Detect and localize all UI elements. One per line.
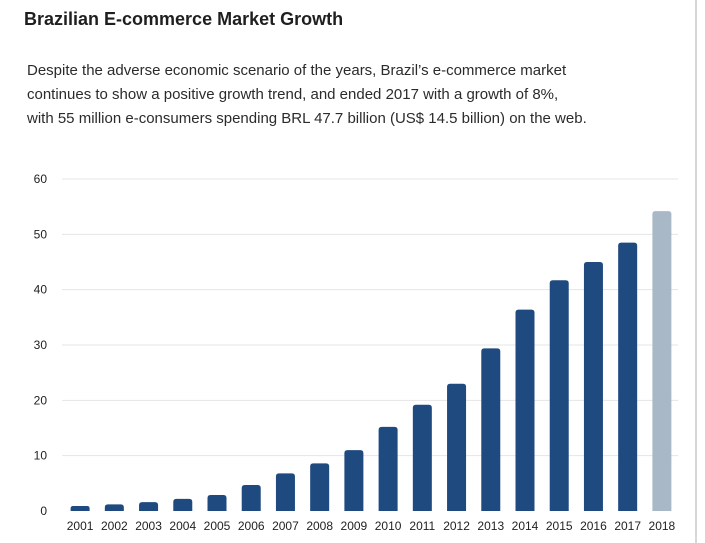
x-tick-label: 2005	[204, 519, 231, 533]
x-tick-label: 2017	[614, 519, 641, 533]
y-tick-label: 10	[34, 449, 48, 463]
y-tick-label: 60	[34, 172, 48, 186]
bar-2014	[515, 309, 535, 511]
x-tick-label: 2007	[272, 519, 299, 533]
bar-2015	[549, 280, 569, 511]
x-tick-label: 2009	[341, 519, 368, 533]
bar-2010	[378, 426, 398, 511]
x-tick-label: 2004	[169, 519, 196, 533]
x-tick-label: 2008	[306, 519, 333, 533]
bar-2013	[481, 348, 501, 511]
x-tick-label: 2003	[135, 519, 162, 533]
bar-2012	[447, 383, 467, 511]
x-tick-label: 2006	[238, 519, 265, 533]
description-line: continues to show a positive growth tren…	[27, 86, 559, 103]
bar-2004	[173, 498, 193, 511]
y-tick-label: 40	[34, 283, 48, 297]
description-text: Despite the adverse economic scenario of…	[27, 59, 689, 131]
bars	[70, 211, 672, 512]
description-line: with 55 million e-consumers spending BRL…	[27, 110, 587, 127]
x-tick-label: 2015	[546, 519, 573, 533]
bar-2009	[344, 450, 364, 511]
y-tick-label: 0	[40, 504, 47, 518]
x-axis-ticks: 2001 2002 2003 2004 2005 2006 2007 2008 2009 2010…	[67, 519, 676, 533]
x-tick-label: 2012	[443, 519, 470, 533]
bar-2017	[618, 242, 638, 511]
y-tick-label: 30	[34, 338, 48, 352]
bar-2011	[412, 404, 432, 511]
y-axis-ticks: 0 10 20 30 40 50 60	[34, 172, 48, 518]
description-line: Despite the adverse economic scenario of…	[27, 62, 567, 79]
x-tick-label: 2014	[512, 519, 539, 533]
bar-2007	[275, 473, 295, 511]
bar-2001	[70, 506, 90, 511]
bar-2016	[583, 262, 603, 511]
x-tick-label: 2018	[649, 519, 676, 533]
bar-2005	[207, 494, 227, 511]
x-tick-label: 2011	[409, 519, 435, 533]
bar-2008	[310, 463, 330, 511]
x-tick-label: 2001	[67, 519, 94, 533]
x-tick-label: 2010	[375, 519, 402, 533]
bar-2003	[139, 502, 159, 511]
bar-2002	[104, 504, 124, 511]
grid-lines	[62, 178, 678, 457]
x-tick-label: 2002	[101, 519, 128, 533]
x-tick-label: 2013	[477, 519, 504, 533]
page-title: Brazilian E-commerce Market Growth	[24, 9, 344, 29]
bar-2006	[241, 484, 261, 511]
x-tick-label: 2016	[580, 519, 607, 533]
y-tick-label: 50	[34, 227, 48, 241]
y-tick-label: 20	[34, 393, 48, 407]
bar-2018	[652, 211, 672, 512]
